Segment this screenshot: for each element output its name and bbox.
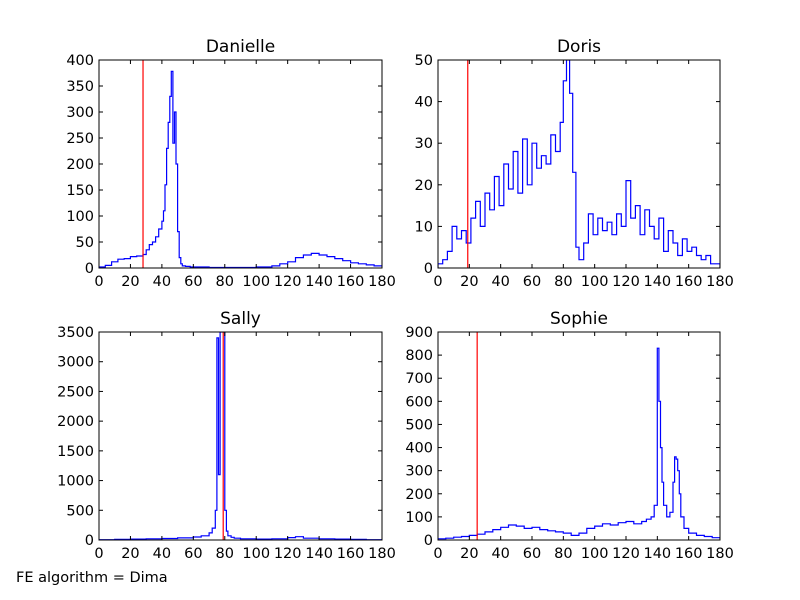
x-tick-label: 100 [242, 274, 270, 290]
y-tick-label: 1500 [57, 444, 94, 460]
chart-sophie: 0 20 40 60 80 100 120 140 160 1800100200300400500… [405, 309, 734, 562]
axes-frame [437, 59, 721, 269]
y-tick-label: 400 [66, 53, 94, 69]
y-tick-label: 900 [405, 325, 433, 341]
chart-sally: 0 20 40 60 80 100 120 140 160 180 0 500 1000 1500 2000… [57, 309, 396, 562]
y-tick-label: 3000 [57, 355, 94, 371]
x-tick-label: 40 [153, 274, 171, 290]
x-tick-label: 100 [581, 274, 609, 290]
x-tick-label: 20 [121, 274, 139, 290]
x-tick-label: 180 [706, 546, 734, 562]
x-tick-label: 0 [94, 546, 103, 562]
y-tick-label: 50 [76, 235, 94, 251]
histogram-series-line [99, 70, 382, 268]
x-tick-label: 20 [460, 274, 478, 290]
y-tick-label: 20 [415, 178, 433, 194]
footer-text: FE algorithm = Dima [16, 570, 168, 586]
y-tick-label: 10 [415, 219, 433, 235]
y-tick-label: 200 [405, 487, 433, 503]
y-tick-label: 0 [85, 261, 94, 277]
y-tick-label: 300 [405, 464, 433, 480]
chart-title: Danielle [206, 37, 275, 57]
y-tick-label: 200 [66, 157, 94, 173]
x-tick-label: 80 [554, 274, 572, 290]
y-tick-label: 500 [405, 417, 433, 433]
y-tick-label: 30 [415, 136, 433, 152]
x-tick-label: 140 [305, 546, 333, 562]
x-tick-label: 80 [216, 546, 234, 562]
x-tick-label: 60 [523, 546, 541, 562]
x-tick-label: 0 [433, 274, 442, 290]
x-tick-label: 20 [460, 546, 478, 562]
y-tick-label: 300 [66, 105, 94, 121]
x-tick-label: 180 [368, 274, 396, 290]
y-tick-label: 100 [405, 510, 433, 526]
x-tick-label: 60 [184, 546, 202, 562]
y-tick-label: 0 [424, 533, 433, 549]
y-tick-label: 400 [405, 441, 433, 457]
x-tick-label: 100 [581, 546, 609, 562]
x-tick-label: 180 [706, 274, 734, 290]
chart-danielle: 0 20 40 60 80 100 120 140 160 1800501001502002503… [66, 37, 396, 290]
x-tick-label: 160 [337, 546, 365, 562]
x-tick-label: 40 [491, 546, 509, 562]
x-tick-label: 140 [643, 546, 671, 562]
x-tick-label: 120 [612, 274, 640, 290]
x-tick-label: 160 [675, 546, 703, 562]
x-tick-label: 40 [153, 546, 171, 562]
x-tick-label: 160 [337, 274, 365, 290]
x-tick-label: 120 [274, 274, 302, 290]
chart-title: Sophie [550, 309, 608, 329]
y-tick-label: 600 [405, 394, 433, 410]
y-tick-label: 800 [405, 348, 433, 364]
x-tick-label: 80 [554, 546, 572, 562]
y-tick-label: 3500 [57, 325, 94, 341]
x-tick-label: 0 [94, 274, 103, 290]
x-tick-label: 180 [368, 546, 396, 562]
y-tick-label: 1000 [57, 474, 94, 490]
y-tick-label: 700 [405, 371, 433, 387]
y-tick-label: 50 [415, 53, 433, 69]
y-tick-label: 500 [66, 503, 94, 519]
y-tick-label: 350 [66, 79, 94, 95]
y-tick-label: 150 [66, 183, 94, 199]
y-tick-label: 2000 [57, 414, 94, 430]
axes-frame [98, 59, 383, 269]
y-tick-label: 250 [66, 131, 94, 147]
x-tick-label: 60 [523, 274, 541, 290]
y-tick-label: 2500 [57, 384, 94, 400]
chart-doris: 0 20 40 60 80 100 120 140 160 180 0 10 20 30 40 50 Doris [415, 37, 734, 290]
histogram-series-line [438, 60, 720, 268]
y-tick-label: 0 [85, 533, 94, 549]
x-tick-label: 140 [643, 274, 671, 290]
chart-title: Doris [557, 37, 601, 57]
axes-frame [437, 331, 721, 541]
y-tick-label: 40 [415, 95, 433, 111]
y-tick-label: 100 [66, 209, 94, 225]
axes-frame [98, 331, 383, 541]
x-tick-label: 160 [675, 274, 703, 290]
x-tick-label: 100 [242, 546, 270, 562]
chart-title: Sally [220, 309, 261, 329]
x-tick-label: 120 [274, 546, 302, 562]
histogram-series-line [99, 332, 382, 540]
x-tick-label: 60 [184, 274, 202, 290]
x-tick-label: 0 [433, 546, 442, 562]
x-tick-label: 140 [305, 274, 333, 290]
x-tick-label: 80 [216, 274, 234, 290]
x-tick-label: 20 [121, 546, 139, 562]
x-tick-label: 40 [491, 274, 509, 290]
x-tick-label: 120 [612, 546, 640, 562]
histogram-series-line [438, 347, 720, 540]
y-tick-label: 0 [424, 261, 433, 277]
